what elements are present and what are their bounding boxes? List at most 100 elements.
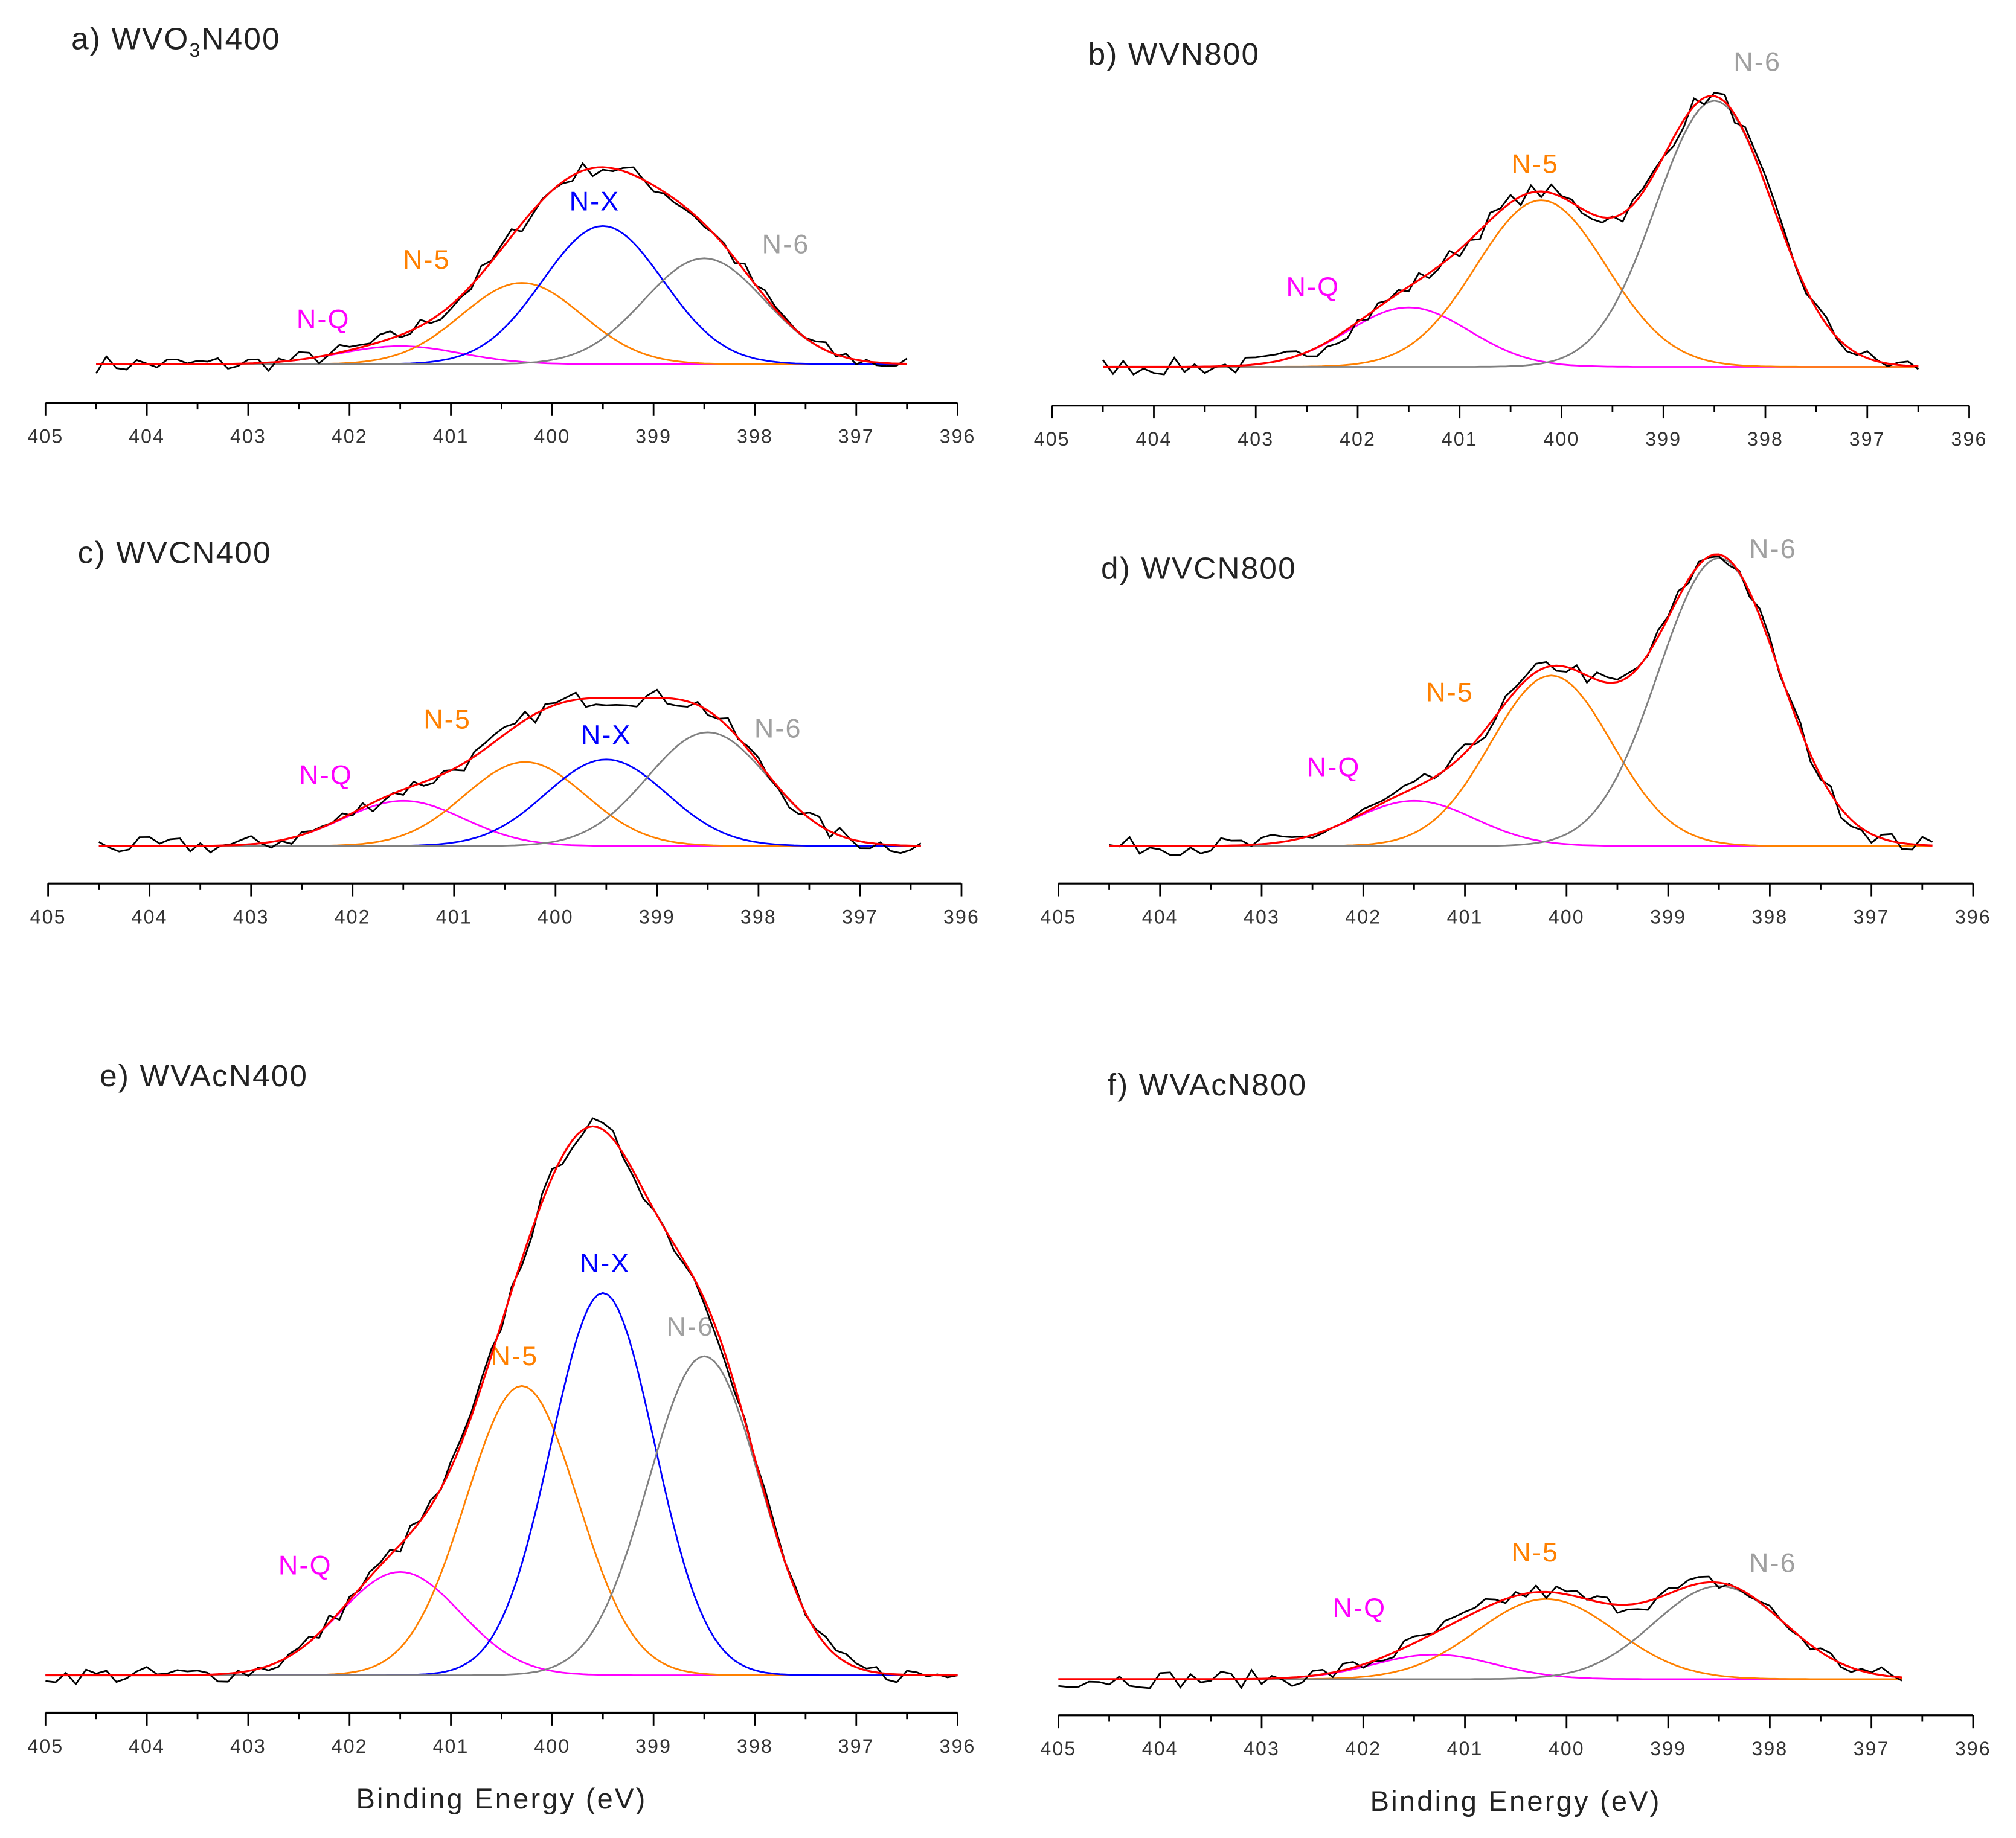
x-tick-label: 402 (1345, 906, 1381, 927)
peak-label-n-5: N-5 (490, 1340, 538, 1371)
x-tick-label: 405 (27, 1735, 63, 1757)
component-n-q (45, 1571, 958, 1676)
envelope-fit-line (45, 1125, 958, 1677)
panel-title: f) WVAcN800 (1108, 1068, 1308, 1102)
x-tick-label: 405 (27, 426, 63, 447)
x-tick-label: 404 (1142, 1738, 1178, 1760)
x-tick-label: 399 (1645, 428, 1681, 450)
x-tick-label: 403 (230, 426, 266, 447)
component-n-5 (1109, 674, 1933, 847)
x-tick-label: 404 (132, 906, 168, 927)
x-tick-label: 405 (30, 906, 66, 927)
x-tick-label: 402 (332, 426, 368, 447)
x-tick-label: 402 (335, 906, 371, 927)
panel-title: d) WVCN800 (1101, 551, 1297, 585)
peak-label-n-x: N-X (580, 1247, 631, 1278)
panel-d: 405 404 403 402 401 400 399 398 397 396 d) WVCN800… (1040, 533, 1991, 927)
x-tick-label: 398 (737, 1735, 773, 1757)
x-tick-label: 401 (433, 426, 469, 447)
x-tick-label: 400 (534, 426, 570, 447)
peak-label-n-5: N-5 (403, 244, 451, 275)
x-tick-label: 397 (1854, 1738, 1890, 1760)
peak-label-n-5: N-5 (423, 703, 471, 734)
x-tick-label: 401 (1442, 428, 1478, 450)
x-tick-label: 396 (940, 1735, 976, 1757)
x-tick-label: 398 (737, 426, 773, 447)
raw-data-line (1102, 91, 1919, 376)
peak-label-n-6: N-6 (1733, 46, 1781, 77)
peak-label-n-6: N-6 (754, 712, 802, 743)
x-tick-label: 396 (1955, 906, 1991, 927)
envelope-fit-line (1109, 553, 1933, 847)
component-n-q (1058, 1653, 1902, 1680)
x-tick-label: 400 (538, 906, 574, 927)
x-tick-label: 405 (1040, 1738, 1076, 1760)
panel-f: 405 404 403 402 401 400 399 398 397 396 f) WVAcN80… (1040, 1068, 1989, 1817)
x-tick-label: 403 (1244, 906, 1280, 927)
envelope-fit-line (1058, 1581, 1902, 1680)
peak-label-n-q: N-Q (1286, 271, 1340, 302)
component-n-6 (1103, 100, 1919, 368)
peak-label-n-x: N-X (570, 186, 620, 217)
component-n-q (1103, 306, 1919, 368)
x-tick-label: 405 (1040, 906, 1076, 927)
peak-label-n-q: N-Q (299, 759, 353, 790)
x-tick-label: 396 (940, 426, 976, 447)
panel-title: b) WVN800 (1088, 37, 1260, 71)
x-tick-label: 399 (1650, 906, 1686, 927)
x-tick-label: 404 (129, 426, 165, 447)
x-tick-label: 403 (233, 906, 269, 927)
x-tick-label: 402 (1340, 428, 1376, 450)
peak-label-n-5: N-5 (1426, 677, 1474, 708)
x-tick-label: 404 (1136, 428, 1172, 450)
peak-label-n-q: N-Q (1332, 1592, 1386, 1623)
peak-label-n-6: N-6 (1749, 533, 1797, 564)
component-n-6 (98, 731, 921, 847)
x-tick-label: 399 (635, 426, 672, 447)
x-tick-label: 396 (943, 906, 980, 927)
component-n-5 (45, 1385, 958, 1676)
peak-label-n-5: N-5 (1511, 149, 1559, 179)
x-tick-label: 397 (1849, 428, 1886, 450)
x-tick-label: 404 (1142, 906, 1178, 927)
x-tick-label: 397 (842, 906, 878, 927)
panel-b: 405 404 403 402 401 400 399 398 397 396 b) WVN800 N… (1034, 37, 1986, 450)
x-tick-label: 398 (1751, 906, 1788, 927)
peak-label-n-6: N-6 (666, 1311, 714, 1342)
x-tick-label: 404 (129, 1735, 165, 1757)
component-n-6 (96, 257, 907, 365)
x-tick-label: 401 (1447, 1738, 1483, 1760)
peak-label-n-x: N-X (581, 719, 632, 750)
x-tick-label: 397 (1854, 906, 1890, 927)
panel-title: c) WVCN400 (78, 536, 272, 570)
x-axis-label: Binding Energy (eV) (356, 1782, 647, 1814)
panel-c: 405 404 403 402 401 400 399 398 397 396 c) WVCN400… (30, 536, 980, 928)
panel-e: 405 404 403 402 401 400 399 398 397 396 e) WVAcN40… (27, 1058, 976, 1814)
x-tick-label: 400 (1549, 1738, 1585, 1760)
panel-title: a) WVO3N400 (71, 21, 281, 61)
panel-title: e) WVAcN400 (100, 1058, 308, 1093)
peak-label-n-6: N-6 (1749, 1547, 1797, 1578)
peak-label-n-q: N-Q (1307, 752, 1361, 783)
peak-label-n-5: N-5 (1511, 1537, 1559, 1567)
peak-label-n-q: N-Q (278, 1550, 332, 1581)
component-n-x (98, 758, 921, 847)
x-tick-label: 401 (436, 906, 472, 927)
x-tick-label: 402 (332, 1735, 368, 1757)
component-n-6 (1109, 557, 1933, 847)
x-tick-label: 401 (433, 1735, 469, 1757)
component-n-q (96, 345, 907, 365)
x-tick-label: 402 (1345, 1738, 1381, 1760)
peak-label-n-q: N-Q (297, 303, 350, 334)
raw-data-line (98, 688, 922, 854)
x-tick-label: 397 (838, 1735, 875, 1757)
x-tick-label: 398 (740, 906, 777, 927)
component-n-q (1109, 799, 1933, 847)
envelope-fit-line (98, 696, 921, 847)
x-tick-label: 403 (230, 1735, 266, 1757)
x-tick-label: 397 (838, 426, 875, 447)
x-tick-label: 400 (1549, 906, 1585, 927)
x-tick-label: 403 (1244, 1738, 1280, 1760)
x-tick-label: 400 (534, 1735, 570, 1757)
